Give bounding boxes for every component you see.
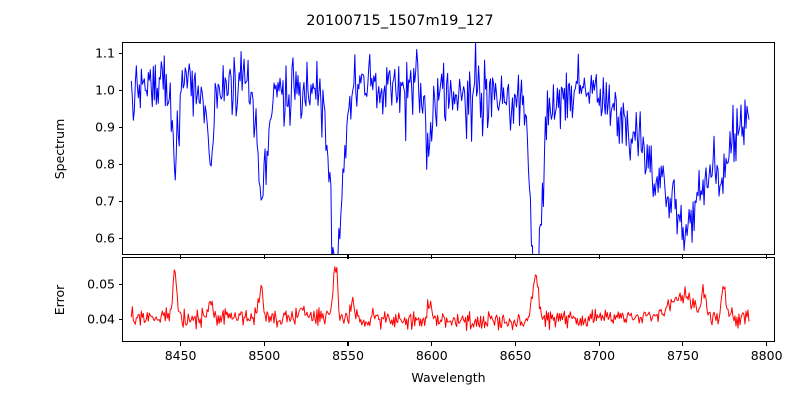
error-y-tick-mark — [118, 283, 122, 285]
chart-title: 20100715_1507m19_127 — [306, 13, 494, 29]
wavelength-tick-label: 8800 — [750, 348, 783, 363]
wavelength-tick-mark — [766, 255, 768, 259]
spectrum-y-tick-mark — [118, 200, 122, 202]
wavelength-tick-mark — [682, 342, 684, 346]
error-y-tick-mark — [118, 318, 122, 320]
wavelength-axis-label: Wavelength — [411, 370, 486, 385]
wavelength-tick-label: 8650 — [499, 348, 532, 363]
wavelength-tick-mark — [514, 255, 517, 259]
wavelength-tick-label: 8600 — [415, 348, 448, 363]
wavelength-tick-mark — [598, 342, 600, 346]
error-y-tick-label: 0.05 — [87, 276, 115, 292]
spectrum-y-tick-mark — [118, 89, 122, 91]
error-panel — [122, 257, 775, 342]
spectrum-y-tick-mark — [118, 163, 122, 165]
wavelength-tick-mark — [347, 255, 349, 259]
spectrum-y-tick-label: 1.0 — [95, 82, 115, 98]
wavelength-tick-label: 8450 — [164, 348, 197, 363]
spectrum-y-tick-label: 1.1 — [95, 45, 115, 61]
wavelength-tick-mark — [682, 255, 684, 259]
wavelength-tick-mark — [180, 342, 182, 346]
spectrum-y-tick-mark — [118, 126, 122, 128]
wavelength-tick-mark — [431, 342, 433, 346]
error-axis-label: Error — [52, 284, 67, 315]
wavelength-tick-label: 8550 — [332, 348, 364, 363]
spectrum-y-tick-mark — [118, 237, 122, 239]
spectrum-y-tick-label: 0.9 — [95, 119, 115, 135]
wavelength-tick-mark — [514, 342, 517, 346]
wavelength-tick-mark — [180, 255, 182, 259]
wavelength-tick-mark — [766, 342, 768, 346]
spectrum-y-tick-mark — [118, 52, 122, 54]
wavelength-tick-label: 8500 — [248, 348, 281, 363]
spectrum-y-tick-label: 0.7 — [95, 193, 115, 209]
spectrum-panel — [122, 42, 775, 255]
wavelength-tick-mark — [263, 255, 265, 259]
wavelength-tick-mark — [431, 255, 433, 259]
wavelength-tick-label: 8750 — [667, 348, 699, 363]
spectrum-y-tick-label: 0.8 — [95, 156, 115, 172]
spectrum-axis-label: Spectrum — [52, 118, 67, 179]
wavelength-tick-mark — [263, 342, 265, 346]
wavelength-tick-mark — [598, 255, 600, 259]
error-y-tick-label: 0.04 — [87, 311, 115, 327]
wavelength-tick-mark — [347, 342, 349, 346]
spectrum-line-plot — [130, 43, 750, 254]
error-line-plot — [130, 266, 750, 331]
spectrum-y-tick-label: 0.6 — [95, 230, 115, 246]
wavelength-tick-label: 8700 — [583, 348, 616, 363]
